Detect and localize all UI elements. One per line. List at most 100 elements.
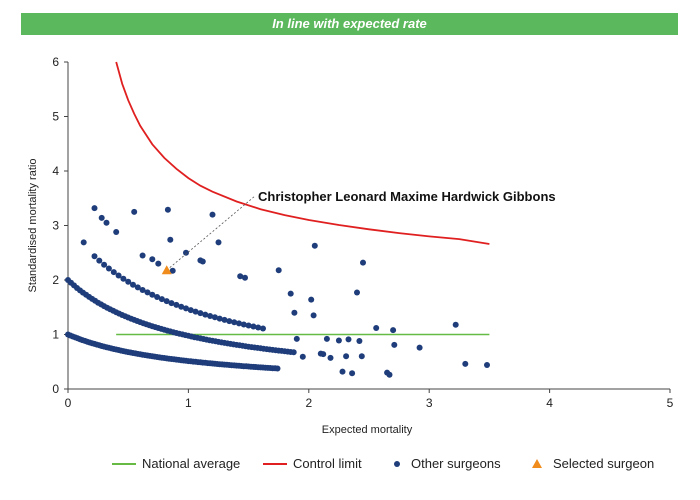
surgeon-point (260, 325, 266, 332)
surgeon-point (354, 289, 360, 296)
surgeon-point (105, 265, 112, 272)
surgeon-point (416, 344, 423, 351)
surgeon-point (215, 239, 222, 246)
surgeon-point (343, 353, 350, 360)
axes (64, 61, 671, 393)
x-tick-label: 1 (185, 396, 192, 410)
surgeon-point (311, 242, 318, 249)
surgeon-point (327, 354, 334, 361)
surgeon-point (242, 274, 248, 281)
surgeon-point (96, 257, 103, 264)
surgeon-point (130, 281, 136, 288)
surgeon-point (199, 258, 206, 265)
surgeon-point (373, 325, 380, 331)
y-tick-label: 5 (52, 110, 59, 124)
surgeon-point (187, 307, 194, 314)
x-tick-label: 5 (667, 396, 674, 410)
surgeon-point (291, 309, 298, 316)
y-tick-label: 1 (52, 328, 59, 342)
x-tick-label: 0 (65, 396, 72, 410)
surgeon-point (115, 272, 122, 279)
legend-label: National average (142, 456, 240, 471)
surgeon-point (345, 336, 352, 343)
surgeon-point (290, 349, 297, 356)
surgeon-point (299, 353, 306, 360)
surgeon-point (80, 239, 87, 246)
surgeon-point (154, 294, 161, 300)
y-tick-label: 3 (52, 219, 59, 233)
surgeon-point (240, 321, 247, 328)
legend-label: Selected surgeon (553, 456, 654, 471)
y-tick-label: 0 (52, 382, 59, 396)
y-axis-title: Standardised mortality ratio (27, 159, 39, 293)
surgeon-point (275, 267, 282, 274)
surgeon-point (293, 335, 300, 342)
selected-surgeon-leader-line (166, 195, 256, 271)
surgeon-point (125, 278, 132, 285)
surgeon-point (192, 308, 199, 315)
selected-surgeon-triangle (161, 265, 172, 275)
surgeon-point (163, 298, 170, 305)
surgeon-point (98, 214, 105, 221)
x-tick-label: 3 (426, 396, 433, 410)
status-banner: In line with expected rate (21, 13, 678, 35)
surgeon-point (323, 335, 330, 342)
surgeon-point (237, 273, 244, 280)
legend-label: Other surgeons (411, 456, 501, 471)
surgeon-point (221, 316, 228, 323)
x-axis-title: Expected mortality (322, 424, 413, 436)
selected-surgeon-label: Christopher Leonard Maxime Hardwick Gibb… (258, 189, 556, 204)
surgeon-point (231, 319, 238, 326)
surgeon-point (131, 208, 138, 215)
surgeon-point (183, 305, 189, 312)
surgeon-point (462, 360, 469, 367)
surgeon-point (120, 275, 127, 282)
surgeon-point (169, 267, 176, 274)
surgeon-point (216, 315, 223, 322)
surgeon-point (287, 290, 294, 297)
surgeon-point (245, 322, 252, 329)
surgeon-point (183, 249, 189, 256)
surgeon-point (209, 211, 216, 218)
surgeon-point (339, 368, 346, 375)
legend: National average Control limit Other surge… (112, 456, 654, 471)
surgeon-point (390, 327, 397, 334)
surgeon-point (168, 300, 175, 307)
x-tick-label: 2 (305, 396, 312, 410)
surgeon-point (173, 301, 180, 308)
surgeon-point (134, 284, 141, 291)
other-surgeons-series (65, 205, 490, 378)
selected-surgeon-marker: Christopher Leonard Maxime Hardwick Gibb… (161, 189, 556, 275)
surgeon-point (274, 365, 281, 372)
surgeon-point (101, 261, 108, 268)
surgeon-point (164, 206, 171, 213)
surgeon-point (139, 252, 146, 259)
x-tick-label: 4 (546, 396, 553, 410)
surgeon-point (391, 341, 398, 348)
surgeon-point (226, 318, 233, 325)
legend-label: Control limit (293, 456, 362, 471)
surgeon-point (91, 253, 98, 260)
surgeon-point (103, 219, 110, 226)
control-limit-curve (115, 61, 490, 245)
surgeon-point (149, 291, 156, 298)
surgeon-point (158, 296, 165, 303)
legend-swatch-selected-surgeon (532, 459, 542, 468)
surgeon-point (139, 287, 146, 293)
surgeon-point (320, 351, 327, 358)
surgeon-point (197, 310, 204, 317)
surgeon-point (149, 256, 156, 263)
surgeon-point (308, 296, 315, 303)
control-limit-path (115, 61, 490, 245)
surgeon-point (386, 371, 393, 378)
surgeon-point (91, 205, 98, 212)
surgeon-point (155, 260, 162, 267)
surgeon-point (452, 321, 459, 328)
surgeon-point (358, 353, 365, 360)
legend-swatch-other-surgeons (394, 461, 400, 467)
surgeon-point (110, 269, 117, 276)
surgeon-point (250, 323, 257, 330)
surgeon-point (178, 303, 185, 310)
surgeon-point (484, 362, 490, 368)
